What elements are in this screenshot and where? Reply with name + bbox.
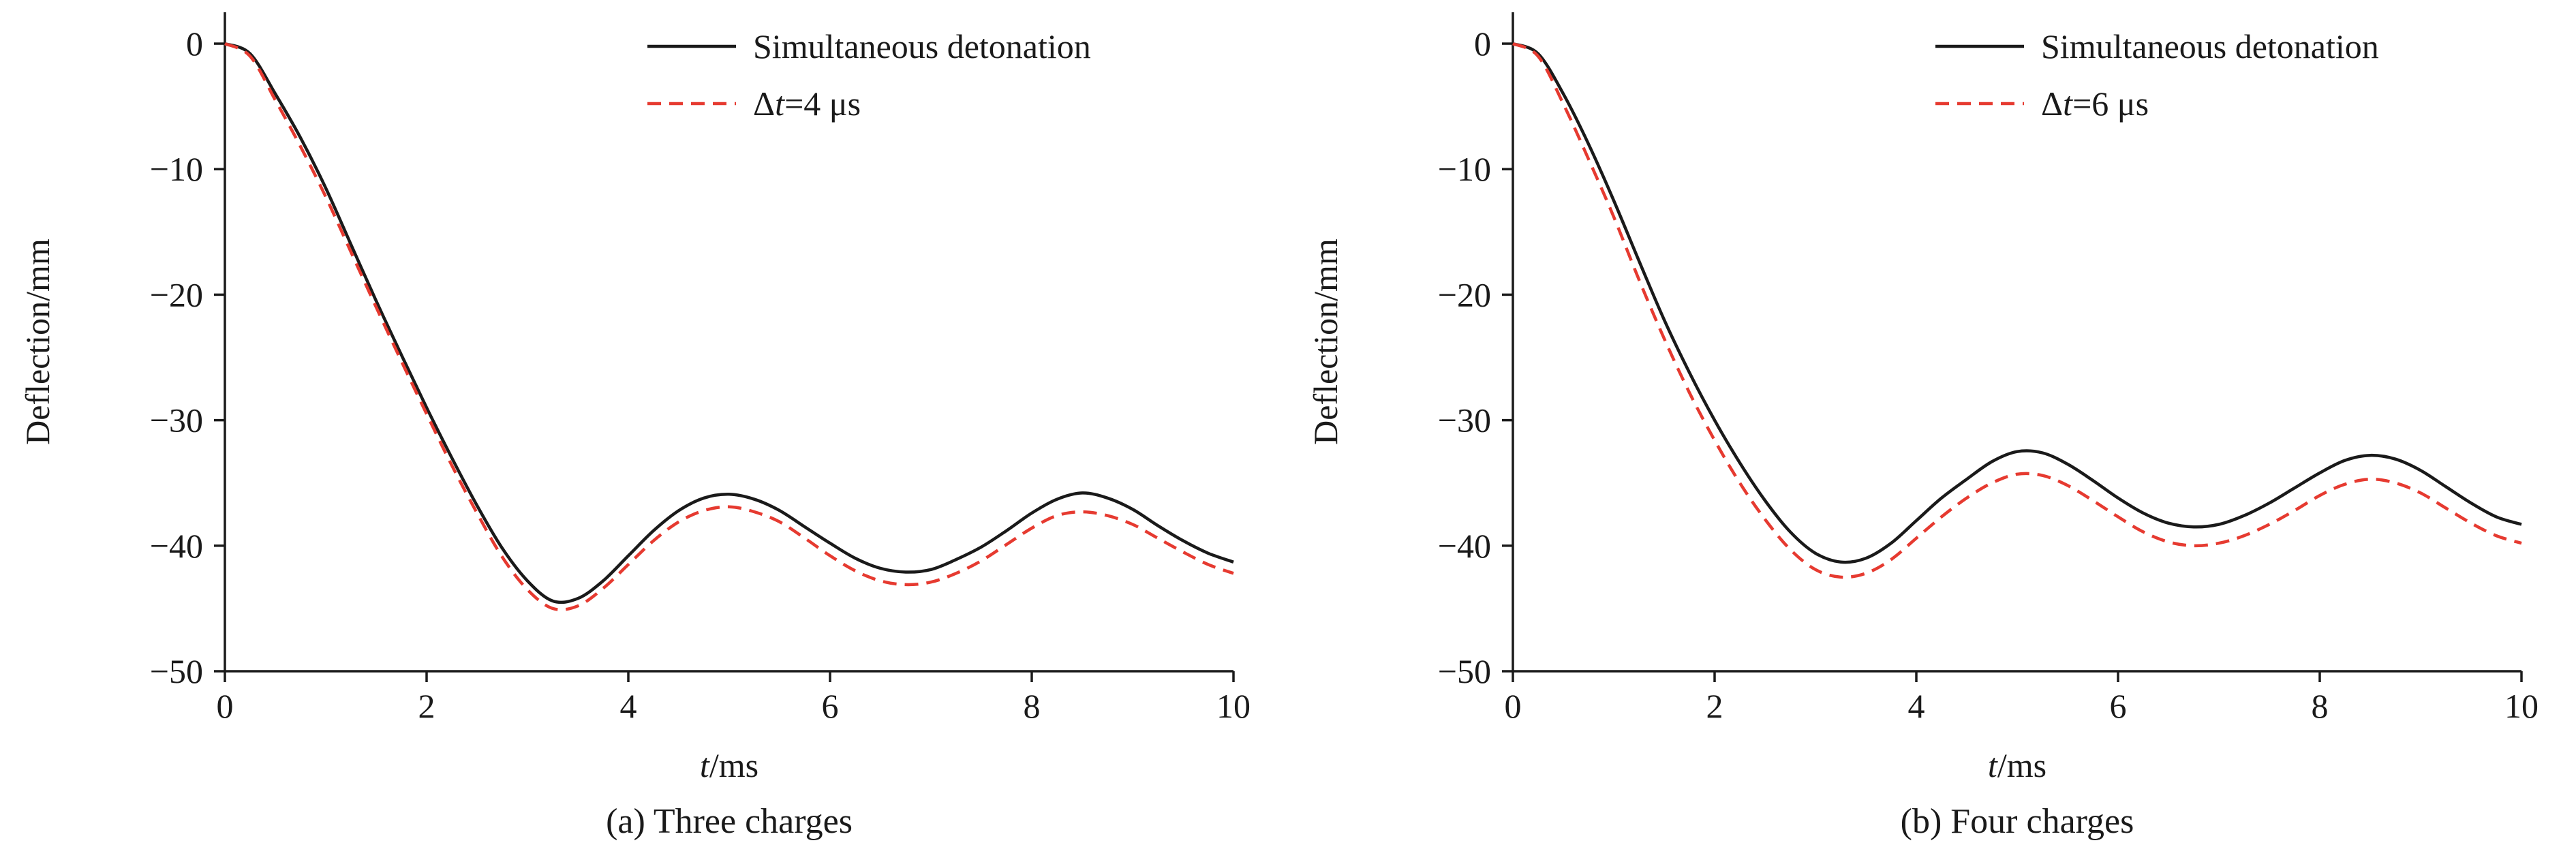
chart-a-svg: 0 2 4 6 8 10 0 −10 −20 −30 −40 −50 Deflection/mm t/ms… (18, 12, 1251, 841)
x-tick-label: 10 (1216, 687, 1251, 725)
y-axis-label: Deflection/mm (18, 239, 57, 445)
x-tick-label: 0 (217, 687, 234, 725)
x-tick-label: 2 (418, 687, 435, 725)
y-tick-label: −30 (150, 401, 203, 440)
x-tick-label: 6 (822, 687, 839, 725)
chart-panel-a: 0 2 4 6 8 10 0 −10 −20 −30 −40 −50 Deflection/mm t/ms… (18, 12, 1251, 841)
y-tick-label: 0 (186, 25, 203, 63)
x-tick-label: 10 (2504, 687, 2539, 725)
chart-panel-b: 0 2 4 6 8 10 0 −10 −20 −30 −40 −50 Deflection/mm t/ms… (1288, 0, 2576, 845)
y-tick-label: −20 (150, 275, 203, 313)
y-tick-label: −10 (150, 150, 203, 188)
chart-b-svg: 0 2 4 6 8 10 0 −10 −20 −30 −40 −50 Deflection/mm t/ms… (1306, 12, 2539, 841)
y-axis-label: Deflection/mm (1306, 239, 1345, 445)
y-tick-label: −40 (1438, 527, 1491, 565)
x-tick-label: 0 (1505, 687, 1522, 725)
x-tick-label: 4 (620, 687, 637, 725)
series-line-delayed (1512, 42, 2522, 579)
x-tick-label: 2 (1706, 687, 1723, 725)
x-tick-label: 8 (1024, 687, 1041, 725)
y-tick-label: −50 (1438, 652, 1491, 690)
y-tick-label: −20 (1438, 275, 1491, 313)
y-tick-label: −30 (1438, 401, 1491, 440)
legend-label-simultaneous: Simultaneous detonation (2041, 27, 2379, 65)
x-tick-label: 8 (2312, 687, 2329, 725)
chart-caption: (a) Three charges (606, 802, 853, 841)
legend-label-delayed: Δt=6 μs (2041, 84, 2149, 123)
x-tick-label: 4 (1908, 687, 1925, 725)
x-axis-label: t/ms (700, 746, 758, 784)
x-axis-label: t/ms (1988, 746, 2046, 784)
legend-label-simultaneous: Simultaneous detonation (753, 27, 1091, 65)
x-tick-label: 6 (2110, 687, 2127, 725)
chart-caption: (b) Four charges (1901, 802, 2134, 841)
y-tick-label: −40 (150, 527, 203, 565)
y-tick-label: −50 (150, 652, 203, 690)
y-tick-label: −10 (1438, 150, 1491, 188)
series-line-delayed (224, 42, 1234, 612)
series-line-simultaneous (1512, 42, 2522, 564)
y-tick-label: 0 (1474, 25, 1491, 63)
legend-label-delayed: Δt=4 μs (753, 84, 861, 123)
series-line-simultaneous (224, 42, 1234, 604)
